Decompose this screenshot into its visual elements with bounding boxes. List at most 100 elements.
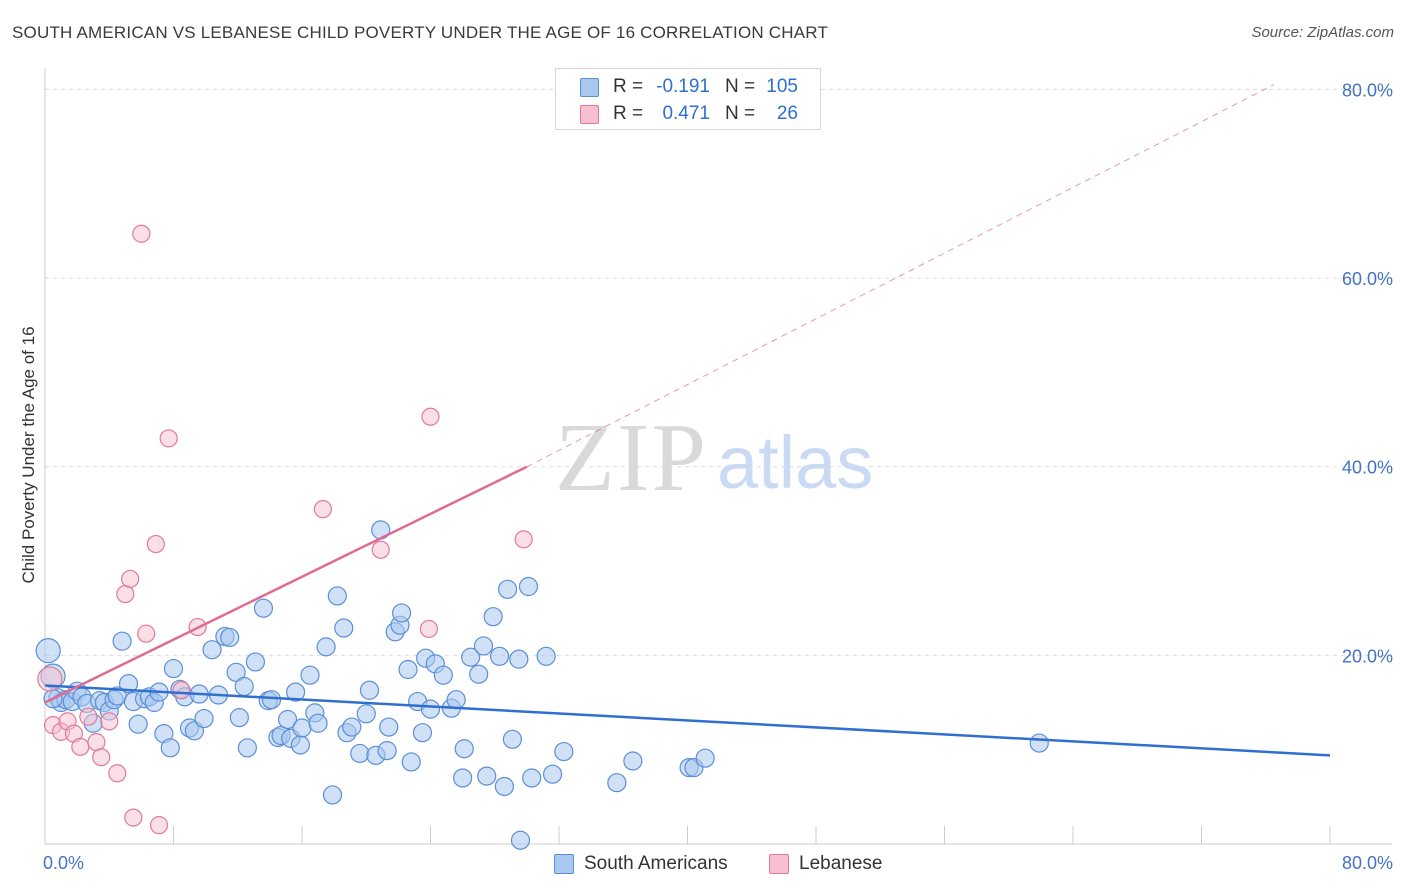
south-americans-point xyxy=(308,713,328,733)
south-americans-point xyxy=(401,752,421,772)
trend-lines xyxy=(44,84,1331,757)
lebanese-point xyxy=(159,429,178,448)
lebanese-point xyxy=(121,569,140,589)
south-americans-point xyxy=(160,738,180,758)
south-americans-point xyxy=(494,776,514,797)
south-americans-point xyxy=(473,636,494,656)
r-label: R = xyxy=(613,76,644,97)
south-americans-point xyxy=(1029,733,1049,753)
watermark: ZIP atlas xyxy=(555,404,873,512)
n-label: N = xyxy=(725,103,756,124)
south-americans-point xyxy=(229,708,249,728)
y-tick-label: 20.0% xyxy=(1342,646,1393,666)
lebanese-point xyxy=(108,764,127,783)
south-americans-point xyxy=(554,741,574,762)
south-americans-point xyxy=(194,708,214,729)
south-americans-point xyxy=(477,766,497,786)
south-americans-point xyxy=(498,579,518,599)
lebanese-point xyxy=(419,619,438,639)
south-americans-point xyxy=(253,598,274,618)
r-value: -0.191 xyxy=(656,76,710,97)
lebanese-point xyxy=(371,540,390,559)
lebanese-point xyxy=(172,681,191,700)
lebanese-point xyxy=(421,407,440,426)
south-americans-point xyxy=(245,652,266,672)
south-americans-point xyxy=(510,830,531,850)
lebanese-point xyxy=(79,707,98,726)
lebanese-point xyxy=(100,712,119,731)
lebanese-point xyxy=(92,748,111,767)
south-americans-point xyxy=(285,682,306,702)
south-americans-point xyxy=(483,607,503,627)
south-americans-point xyxy=(202,640,222,660)
south-americans-point xyxy=(112,631,132,651)
south-americans-point xyxy=(398,659,418,680)
south-americans-point xyxy=(118,674,139,694)
r-value: 0.471 xyxy=(662,103,710,124)
lebanese-point xyxy=(514,530,533,549)
south-americans-point xyxy=(356,704,376,724)
south-americans-point xyxy=(292,718,312,738)
x-tick-label: 0.0% xyxy=(43,853,84,873)
south-americans-point xyxy=(542,764,563,784)
chart-title: SOUTH AMERICAN VS LEBANESE CHILD POVERTY… xyxy=(12,23,829,42)
south-americans-point xyxy=(489,646,510,666)
south-americans-point xyxy=(316,637,336,657)
lebanese-point xyxy=(146,534,165,554)
south-americans-point xyxy=(536,646,556,666)
swatch-lebanese xyxy=(769,854,789,874)
south-americans-point xyxy=(220,627,240,648)
lebanese-trend-line xyxy=(526,84,1275,468)
stats-row-lebanese: R = 0.471 N = 26 xyxy=(556,102,822,128)
south-americans-point xyxy=(322,785,343,805)
south-americans-point xyxy=(237,738,257,758)
lebanese-point xyxy=(132,224,151,243)
south-americans-point xyxy=(277,709,298,730)
n-value: 26 xyxy=(776,103,798,124)
south-americans-point xyxy=(300,665,320,685)
r-label: R = xyxy=(613,103,644,124)
lebanese-point xyxy=(137,624,156,643)
lebanese-trend-line xyxy=(44,465,528,704)
lebanese-points xyxy=(37,224,533,835)
south-americans-point xyxy=(522,768,542,788)
n-value: 105 xyxy=(766,76,798,97)
south-americans-point xyxy=(35,638,61,664)
south-americans-point xyxy=(469,664,489,684)
south-americans-point xyxy=(327,586,347,606)
legend-label: South Americans xyxy=(584,853,728,874)
swatch-south-americans xyxy=(554,854,574,874)
lebanese-point xyxy=(87,733,106,752)
watermark-atlas: atlas xyxy=(717,421,873,504)
south-americans-point xyxy=(461,647,481,667)
south-americans-point xyxy=(420,699,441,719)
y-axis-label: Child Poverty Under the Age of 16 xyxy=(19,326,38,583)
x-tick-label: 80.0% xyxy=(1342,853,1393,873)
south-americans-point xyxy=(359,680,380,700)
south-americans-point xyxy=(518,576,539,597)
south-americans-point xyxy=(350,743,370,764)
south-americans-point xyxy=(454,739,474,759)
south-americans-point xyxy=(379,717,399,737)
swatch-south-americans xyxy=(580,78,599,97)
south-americans-point xyxy=(607,773,627,793)
lebanese-point xyxy=(313,500,332,519)
axes xyxy=(44,68,1392,845)
south-americans-point xyxy=(623,751,643,771)
south-americans-point xyxy=(695,748,715,768)
south-americans-point xyxy=(446,690,466,710)
stats-legend: R = -0.191 N = 105 R = 0.471 N = 26 xyxy=(555,68,821,130)
lebanese-point xyxy=(149,816,169,835)
south-americans-point xyxy=(412,723,433,743)
south-americans-point xyxy=(391,603,412,623)
y-tick-label: 40.0% xyxy=(1342,458,1393,478)
chart-source: Source: ZipAtlas.com xyxy=(1251,24,1394,41)
south-americans-trend-line xyxy=(44,684,1331,757)
lebanese-point xyxy=(116,584,135,604)
stats-row-south-americans: R = -0.191 N = 105 xyxy=(556,75,822,101)
south-americans-point xyxy=(290,735,310,755)
series-legend: South Americans Lebanese xyxy=(0,852,1406,878)
south-americans-point xyxy=(163,658,184,679)
south-americans-point xyxy=(502,729,523,749)
